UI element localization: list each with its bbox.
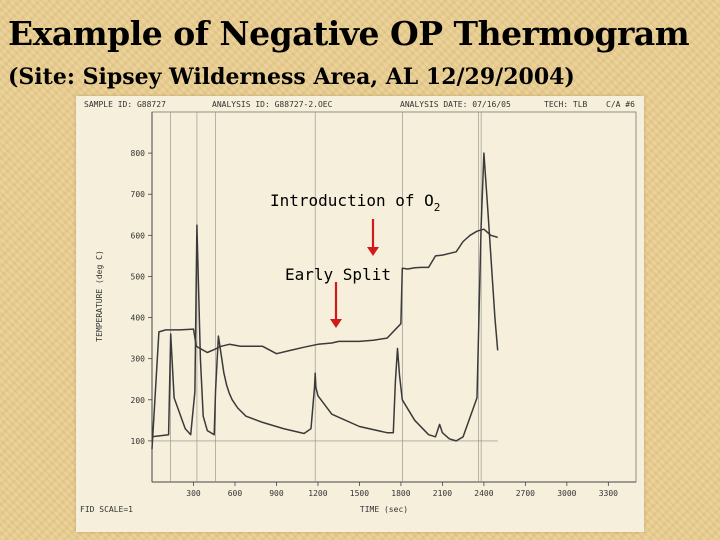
slide-title: Example of Negative OP Thermogram <box>8 14 690 53</box>
fid-trace <box>151 152 499 442</box>
x-tick-label: 1800 <box>391 489 410 498</box>
x-axis-label: TIME (sec) <box>360 505 408 514</box>
thermogram-chart: SAMPLE ID: G88727 ANALYSIS ID: G88727-2.… <box>76 96 644 532</box>
y-tick-label: 400 <box>131 314 146 323</box>
o2-arrow-head <box>367 247 379 256</box>
ticks: 300 600 900 1200 1500 1800 2100 2400 2700 3000 330… <box>131 149 619 498</box>
o2-annotation: Introduction of O2 <box>270 191 440 214</box>
y-tick-label: 500 <box>131 272 146 281</box>
y-tick-label: 600 <box>131 231 146 240</box>
y-axis-label: TEMPERATURE (deg C) <box>95 250 104 342</box>
x-tick-label: 3000 <box>557 489 576 498</box>
temperature-trace <box>151 228 498 450</box>
x-tick-label: 1500 <box>350 489 369 498</box>
y-tick-label: 200 <box>131 396 146 405</box>
early-split-arrow <box>330 282 342 328</box>
o2-annotation-text: Introduction of O <box>270 191 434 210</box>
axes <box>151 111 637 483</box>
y-tick-label: 800 <box>131 149 146 158</box>
chart-svg: SAMPLE ID: G88727 ANALYSIS ID: G88727-2.… <box>80 100 637 514</box>
early-split-annotation: Early Split <box>285 265 391 284</box>
y-tick-label: 700 <box>131 190 146 199</box>
header-analysis-id: ANALYSIS ID: G88727-2.OEC <box>212 100 333 109</box>
o2-arrow <box>367 219 379 256</box>
fid-scale-label: FID SCALE=1 <box>80 505 133 514</box>
header-tech: TECH: TLB <box>544 100 588 109</box>
x-tick-label: 300 <box>186 489 201 498</box>
x-tick-label: 1200 <box>308 489 327 498</box>
early-split-arrow-head <box>330 319 342 328</box>
x-tick-label: 900 <box>269 489 284 498</box>
y-tick-label: 100 <box>131 437 146 446</box>
traces <box>151 152 499 450</box>
header-analysis-date: ANALYSIS DATE: 07/16/05 <box>400 100 511 109</box>
x-tick-label: 2100 <box>433 489 452 498</box>
o2-annotation-subscript: 2 <box>434 201 441 214</box>
x-tick-label: 600 <box>228 489 243 498</box>
header-ca: C/A #6 <box>606 100 635 109</box>
x-tick-label: 2400 <box>474 489 493 498</box>
y-tick-label: 300 <box>131 355 146 364</box>
x-tick-label: 2700 <box>516 489 535 498</box>
header-sample-id: SAMPLE ID: G88727 <box>84 100 166 109</box>
x-tick-label: 3300 <box>599 489 618 498</box>
slide-subtitle: (Site: Sipsey Wilderness Area, AL 12/29/… <box>8 64 575 90</box>
